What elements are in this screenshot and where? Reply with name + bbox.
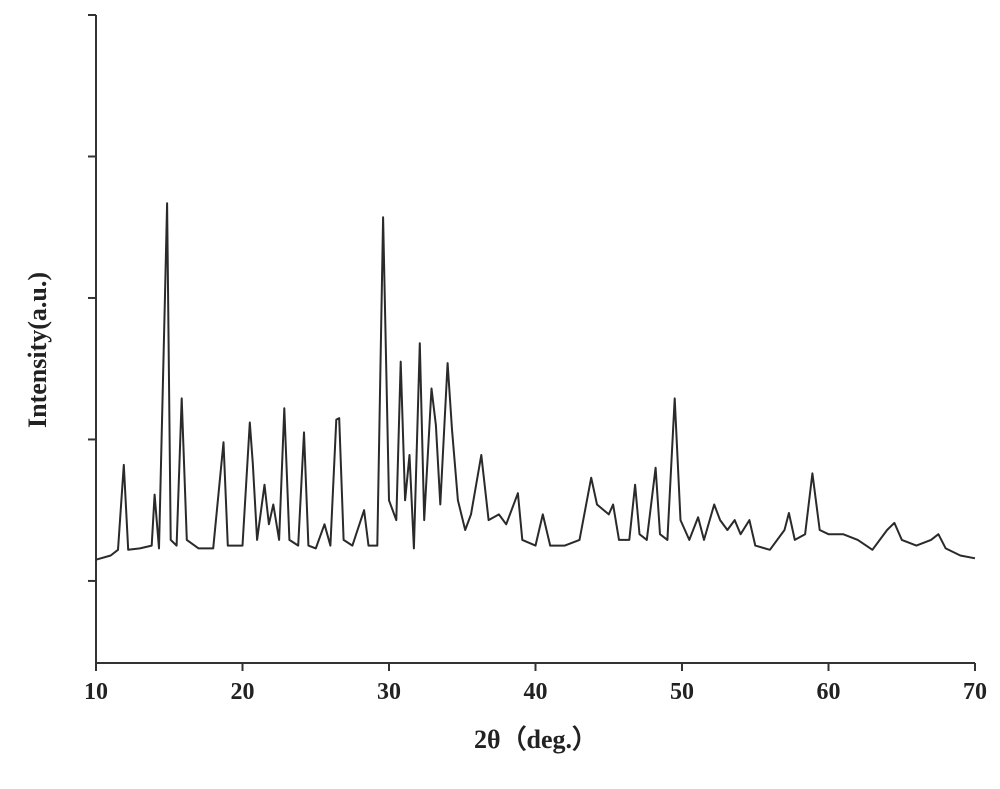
x-tick-label: 70 [963, 679, 987, 705]
x-tick-label: 60 [817, 679, 841, 705]
x-tick-label: 40 [524, 679, 548, 705]
x-axis-label: 2θ（deg.） [474, 725, 598, 754]
data-line [95, 202, 976, 561]
y-axis-label: Intensity(a.u.) [23, 272, 52, 428]
x-tick-label: 20 [231, 679, 255, 705]
x-tick-label: 30 [377, 679, 401, 705]
x-tick-label: 10 [84, 679, 108, 705]
x-tick-label: 50 [670, 679, 694, 705]
